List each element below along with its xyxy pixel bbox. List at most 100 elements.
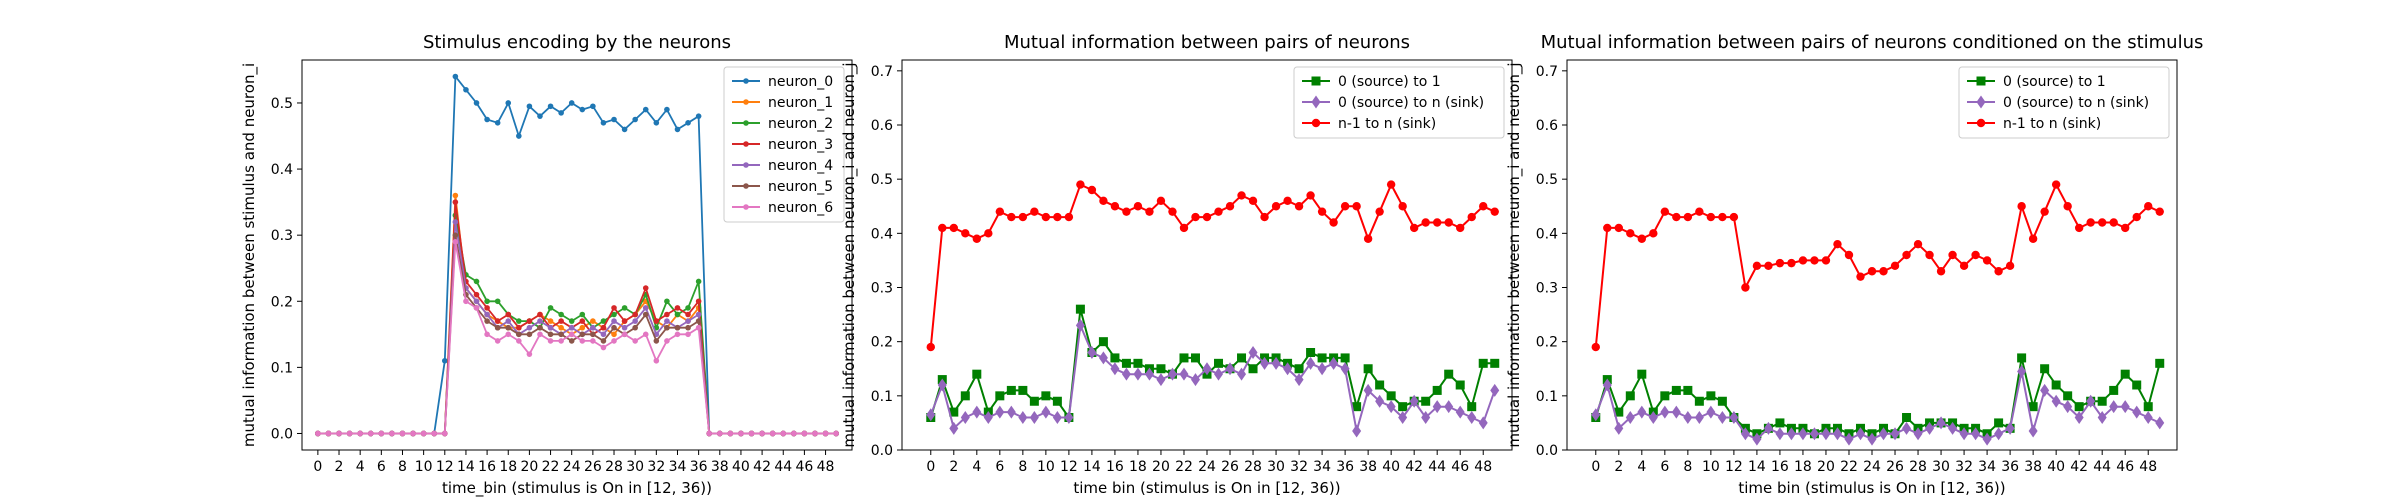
data-point bbox=[642, 106, 649, 113]
x-tick-label: 40 bbox=[732, 459, 750, 475]
data-point bbox=[926, 408, 936, 422]
data-point bbox=[653, 318, 660, 324]
data-point bbox=[452, 219, 459, 225]
legend-marker bbox=[743, 99, 749, 105]
data-point bbox=[2132, 405, 2142, 419]
data-point bbox=[1695, 207, 1704, 216]
chart-panel-2: Mutual information between pairs of neur… bbox=[840, 32, 1513, 497]
series-line bbox=[929, 321, 1496, 432]
data-point bbox=[759, 430, 765, 437]
y-tick-label: 0.3 bbox=[1536, 281, 1558, 297]
legend-label: neuron_4 bbox=[768, 158, 833, 174]
y-axis-label: mutual information between neuron_i and … bbox=[1505, 62, 1524, 447]
data-point bbox=[1856, 272, 1865, 281]
data-point bbox=[1156, 364, 1166, 374]
data-point bbox=[547, 103, 554, 110]
x-tick-label: 20 bbox=[1817, 459, 1835, 475]
data-point bbox=[2155, 207, 2164, 216]
data-point bbox=[1260, 212, 1269, 222]
data-point bbox=[1156, 373, 1166, 387]
data-point bbox=[484, 318, 490, 324]
data-point bbox=[516, 318, 522, 324]
data-point bbox=[664, 324, 670, 331]
data-point bbox=[1294, 364, 1304, 374]
data-point bbox=[632, 338, 638, 344]
legend-label: neuron_5 bbox=[768, 179, 833, 195]
x-tick-label: 44 bbox=[1428, 459, 1446, 475]
data-point bbox=[1809, 427, 1819, 441]
data-point bbox=[579, 311, 586, 318]
x-tick-label: 12 bbox=[1725, 459, 1743, 475]
data-point bbox=[2051, 380, 2061, 390]
data-point bbox=[1729, 212, 1739, 222]
data-point bbox=[1844, 250, 1854, 260]
data-point bbox=[961, 229, 970, 238]
data-point bbox=[1122, 207, 1131, 216]
data-point bbox=[1971, 427, 1981, 441]
data-point bbox=[1294, 373, 1304, 387]
data-point bbox=[1821, 256, 1831, 265]
data-point bbox=[1706, 405, 1716, 419]
data-point bbox=[2132, 212, 2141, 222]
x-tick-label: 16 bbox=[478, 459, 496, 475]
y-tick-label: 0.1 bbox=[1536, 389, 1558, 405]
data-point bbox=[1317, 362, 1327, 376]
data-point bbox=[706, 430, 713, 437]
x-tick-label: 32 bbox=[1955, 459, 1973, 475]
data-point bbox=[537, 331, 543, 338]
data-point bbox=[1421, 396, 1431, 406]
chart-title: Mutual information between pairs of neur… bbox=[1541, 32, 2204, 53]
data-point bbox=[695, 311, 702, 318]
data-point bbox=[2005, 261, 2015, 271]
data-point bbox=[1637, 234, 1647, 243]
x-tick-label: 12 bbox=[436, 459, 454, 475]
data-point bbox=[526, 103, 533, 110]
y-tick-label: 0.1 bbox=[271, 360, 293, 376]
data-point bbox=[526, 324, 533, 331]
data-point bbox=[2017, 353, 2027, 363]
x-tick-label: 26 bbox=[584, 459, 602, 475]
y-tick-label: 0.1 bbox=[871, 389, 893, 405]
x-tick-label: 30 bbox=[1932, 459, 1950, 475]
data-point bbox=[600, 344, 607, 351]
y-tick-label: 0.7 bbox=[871, 64, 893, 80]
legend-marker bbox=[743, 120, 749, 126]
data-point bbox=[1087, 185, 1097, 195]
data-point bbox=[632, 318, 638, 324]
data-point bbox=[2040, 383, 2050, 397]
data-point bbox=[1075, 304, 1085, 314]
data-point bbox=[568, 331, 575, 338]
x-tick-label: 12 bbox=[1060, 459, 1078, 475]
data-point bbox=[983, 411, 993, 424]
y-tick-label: 0.5 bbox=[271, 96, 293, 112]
data-point bbox=[984, 229, 993, 238]
data-point bbox=[1867, 267, 1877, 276]
legend-marker bbox=[1976, 76, 1986, 86]
y-tick-label: 0.0 bbox=[271, 426, 293, 442]
data-point bbox=[1041, 212, 1051, 222]
x-tick-label: 34 bbox=[669, 459, 687, 475]
data-point bbox=[664, 311, 670, 318]
data-point bbox=[2051, 394, 2061, 408]
x-tick-label: 26 bbox=[1221, 459, 1239, 475]
x-tick-label: 30 bbox=[626, 459, 644, 475]
x-tick-label: 0 bbox=[926, 459, 935, 475]
data-point bbox=[1375, 394, 1385, 408]
data-point bbox=[2017, 364, 2027, 378]
data-point bbox=[2028, 234, 2038, 243]
data-point bbox=[791, 430, 797, 437]
data-point bbox=[516, 331, 522, 338]
data-point bbox=[1913, 427, 1923, 441]
data-point bbox=[2143, 402, 2153, 412]
legend-box bbox=[1293, 66, 1505, 139]
x-tick-label: 0 bbox=[313, 459, 322, 475]
legend-label: 0 (source) to 1 bbox=[1338, 74, 1441, 90]
data-point bbox=[685, 331, 691, 338]
series-line bbox=[317, 221, 837, 435]
series-3 bbox=[926, 180, 1499, 352]
data-point bbox=[664, 318, 670, 324]
data-point bbox=[1672, 212, 1681, 222]
legend-label: n-1 to n (sink) bbox=[1338, 116, 1436, 132]
data-point bbox=[2120, 400, 2130, 414]
data-point bbox=[1786, 427, 1796, 441]
